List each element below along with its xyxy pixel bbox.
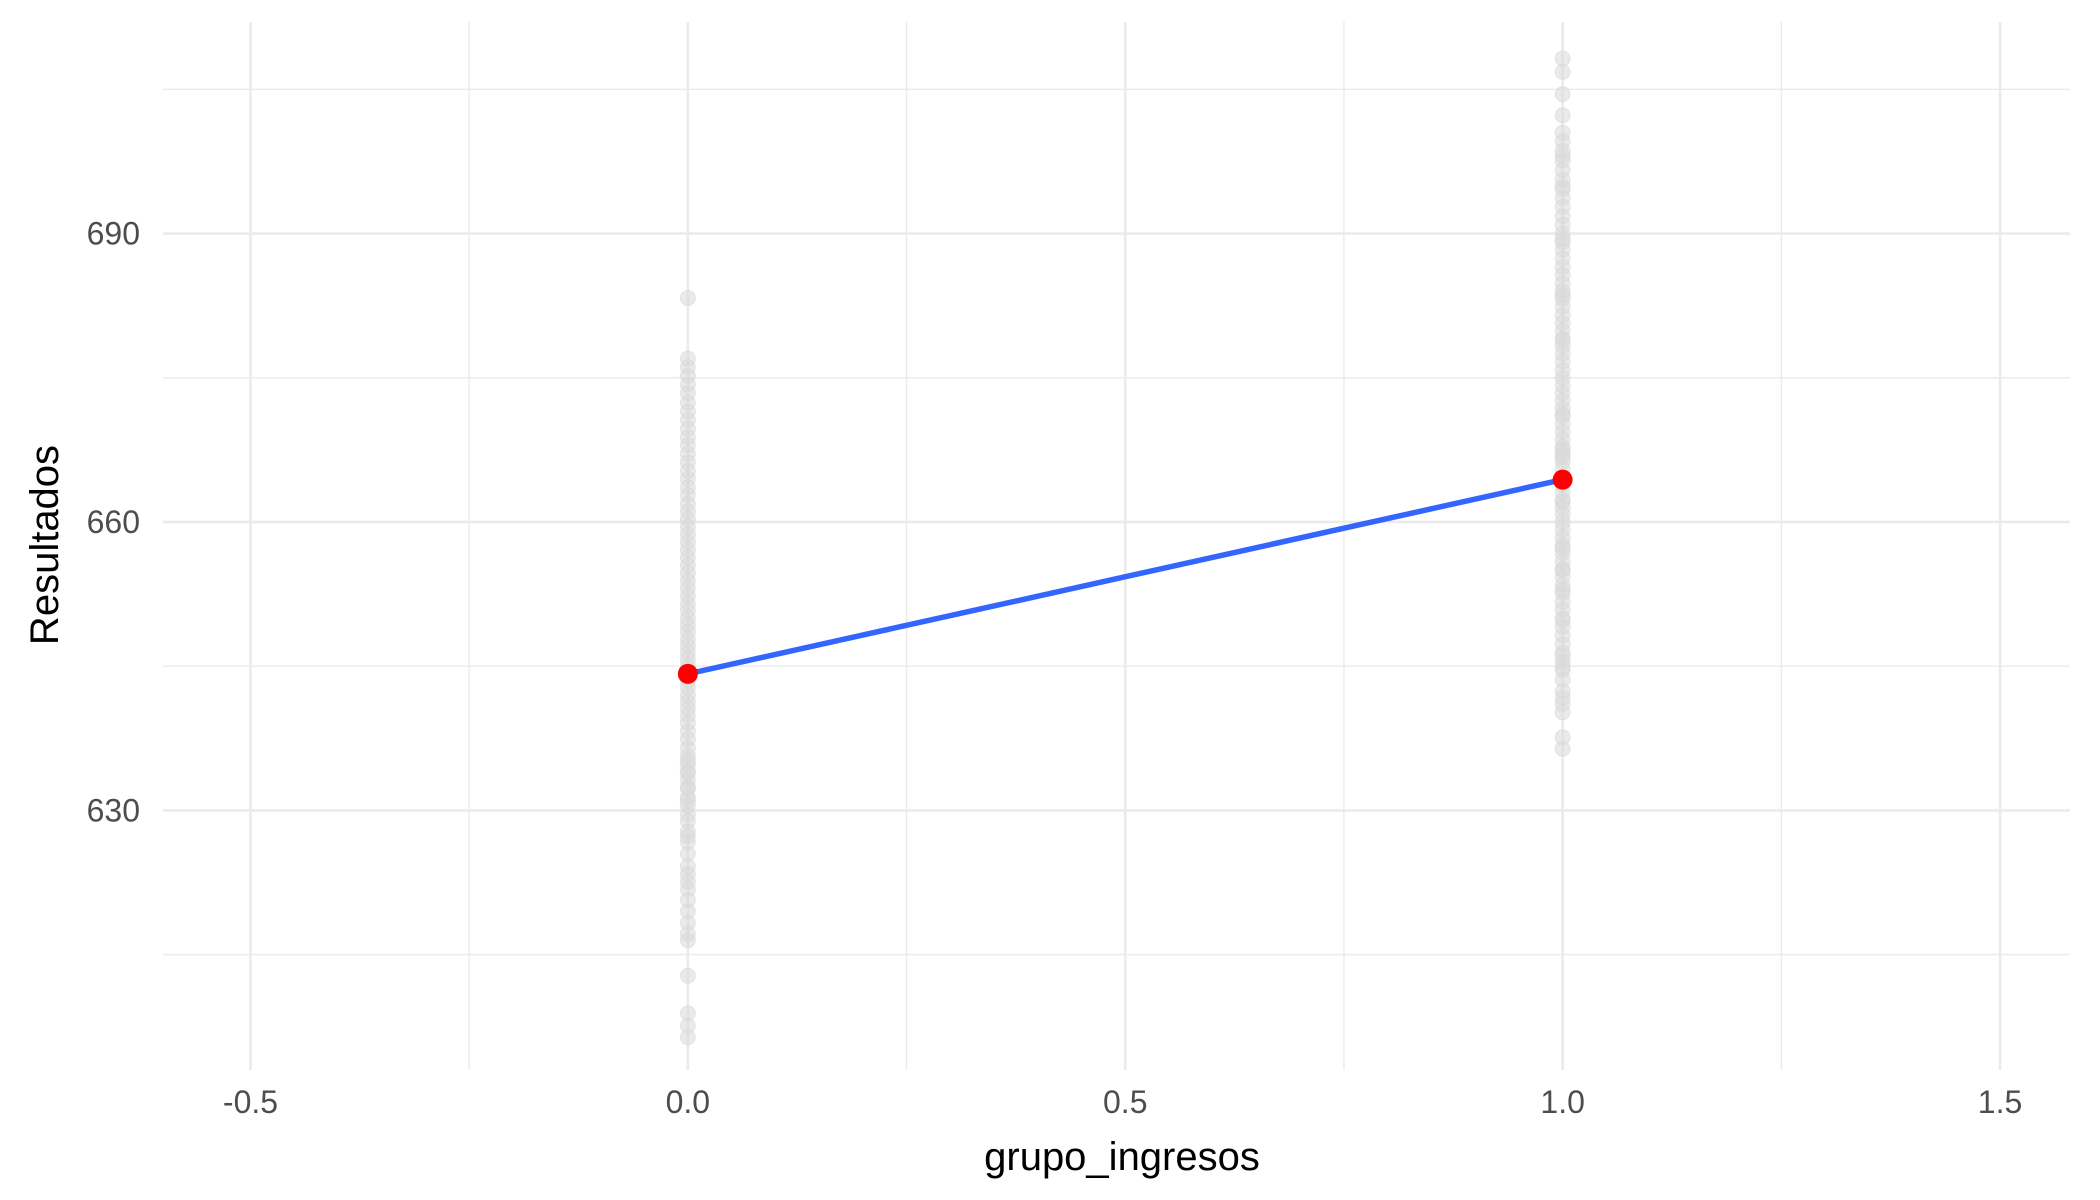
scatter-point: [1554, 441, 1571, 458]
scatter-point: [1554, 332, 1571, 349]
y-tick-label: 660: [87, 504, 140, 540]
scatter-point: [679, 350, 696, 367]
scatter-point: [1554, 689, 1571, 706]
scatter-point: [679, 289, 696, 306]
scatter-point: [1554, 406, 1571, 423]
scatter-point: [679, 1005, 696, 1022]
scatter-point: [1554, 612, 1571, 629]
y-tick-label: 630: [87, 792, 140, 828]
mean-point: [677, 663, 698, 684]
grid: [163, 22, 2070, 1070]
x-tick-label: 1.0: [1540, 1084, 1584, 1120]
scatter-point: [1554, 493, 1571, 510]
scatter-point: [1554, 231, 1571, 248]
y-tick-labels: 630 660 690: [87, 216, 140, 829]
scatter-point: [1554, 178, 1571, 195]
x-tick-label: -0.5: [223, 1084, 278, 1120]
scatter-point: [1554, 562, 1571, 579]
scatter-points: [679, 50, 1571, 1046]
scatter-point: [679, 792, 696, 809]
scatter-point: [1554, 124, 1571, 141]
scatter-point: [1554, 86, 1571, 103]
fit-line: [685, 476, 1566, 677]
scatter-point: [1554, 63, 1571, 80]
scatter-point: [679, 752, 696, 769]
x-tick-label: 0.5: [1103, 1084, 1147, 1120]
mean-point: [1552, 469, 1573, 490]
scatter-point: [1554, 147, 1571, 164]
mean-points: [677, 469, 1573, 684]
scatter-point: [1554, 659, 1571, 676]
scatter-point: [679, 779, 696, 796]
scatter-point: [1554, 582, 1571, 599]
x-tick-label: 1.5: [1978, 1084, 2022, 1120]
scatter-point: [1554, 107, 1571, 124]
x-tick-label: 0.0: [666, 1084, 710, 1120]
scatter-point: [1554, 287, 1571, 304]
fit-line-group: [685, 476, 1566, 677]
scatter-point: [1554, 539, 1571, 556]
scatter-point: [679, 967, 696, 984]
x-tick-labels: -0.5 0.0 0.5 1.0 1.5: [223, 1084, 2022, 1120]
x-axis-title: grupo_ingresos: [984, 1135, 1260, 1179]
scatter-point: [679, 828, 696, 845]
y-axis-title: Resultados: [23, 445, 67, 645]
y-tick-label: 690: [87, 216, 140, 252]
scatter-point: [1554, 740, 1571, 757]
scatter-point: [1554, 50, 1571, 67]
